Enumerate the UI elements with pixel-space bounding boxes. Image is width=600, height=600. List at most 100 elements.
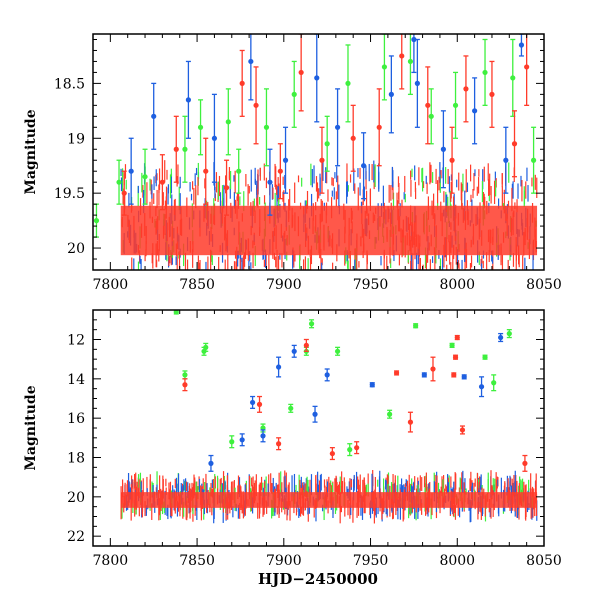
data-point	[347, 447, 353, 453]
data-point	[277, 168, 283, 174]
data-point	[449, 342, 455, 348]
x-tick-label: 8000	[439, 277, 475, 293]
data-point	[407, 419, 414, 425]
data-point	[116, 179, 122, 185]
data-point	[452, 102, 459, 108]
data-point	[239, 437, 245, 443]
data-point	[263, 124, 270, 130]
data-point	[203, 344, 209, 350]
y-tick-label: 19	[67, 131, 85, 147]
data-point	[253, 102, 259, 108]
data-point	[503, 157, 509, 163]
data-point	[506, 331, 512, 337]
y-tick-label: 20	[67, 241, 85, 257]
data-point	[182, 372, 188, 378]
data-point	[482, 69, 488, 76]
data-point	[185, 97, 192, 103]
data-point	[491, 380, 497, 386]
x-tick-label: 7850	[179, 553, 215, 569]
bottom-x-axis: 7800 7850 7900 7950 8000 8050	[92, 310, 562, 569]
y-tick-label: 18.5	[54, 76, 85, 92]
data-point	[282, 157, 289, 163]
data-point	[314, 75, 320, 81]
data-point	[211, 135, 218, 141]
x-tick-label: 7900	[266, 553, 302, 569]
data-point	[151, 113, 157, 119]
data-point	[361, 163, 367, 169]
y-tick-label: 14	[67, 372, 85, 388]
data-point	[208, 460, 214, 466]
data-point	[459, 427, 466, 433]
data-point	[381, 64, 388, 70]
data-point	[430, 366, 436, 372]
data-point	[334, 124, 341, 130]
data-point	[454, 334, 460, 341]
data-point	[425, 102, 431, 108]
top-panel-dense-band	[120, 160, 538, 270]
data-point	[334, 348, 341, 354]
data-point	[393, 370, 400, 376]
data-point	[159, 179, 165, 185]
data-point	[236, 168, 242, 174]
data-point	[128, 168, 134, 174]
data-point	[203, 168, 209, 174]
data-point	[530, 157, 537, 163]
x-tick-label: 8050	[526, 277, 562, 293]
data-point	[472, 108, 478, 114]
data-point	[369, 382, 375, 388]
data-point	[463, 86, 469, 92]
data-point	[518, 42, 525, 48]
data-point	[451, 372, 457, 378]
bottom-panel: 7800 7850 7900 7950 8000 8050 12 14 16 18 20 22 Ma…	[23, 309, 562, 588]
data-point	[376, 124, 382, 130]
data-point	[291, 348, 297, 354]
top-panel-points	[93, 34, 537, 238]
data-point	[498, 334, 504, 341]
data-point	[223, 185, 230, 191]
data-point	[93, 218, 100, 224]
data-point	[173, 146, 179, 152]
data-point	[478, 384, 485, 390]
bottom-panel-points	[173, 310, 528, 472]
bottom-y-axis: 12 14 16 18 20 22	[67, 309, 544, 547]
x-tick-label: 7950	[353, 553, 389, 569]
band-core	[120, 205, 538, 256]
x-tick-label: 7800	[93, 277, 129, 293]
y-tick-label: 22	[67, 529, 85, 545]
data-point	[329, 450, 335, 457]
data-point	[421, 372, 427, 378]
data-point	[319, 157, 325, 163]
y-tick-label: 16	[67, 411, 85, 427]
y-tick-label: 18	[67, 451, 85, 467]
data-point	[461, 374, 467, 380]
data-point	[387, 411, 393, 417]
x-tick-label: 7850	[179, 277, 215, 293]
data-point	[260, 425, 266, 431]
data-point	[249, 399, 256, 406]
y-tick-label: 12	[67, 333, 85, 349]
x-tick-label: 8000	[439, 553, 475, 569]
data-point	[312, 411, 318, 417]
data-point	[239, 80, 245, 86]
data-point	[414, 80, 420, 86]
bottom-x-axis-label: HJD−2450000	[258, 570, 378, 588]
data-point	[276, 441, 282, 447]
data-point	[524, 64, 530, 70]
data-point	[182, 382, 188, 388]
data-point	[267, 179, 273, 185]
top-y-axis: 18.5 19 19.5 20	[54, 38, 544, 271]
x-tick-label: 7800	[93, 553, 129, 569]
y-tick-label: 20	[67, 490, 85, 506]
x-tick-label: 7900	[266, 277, 302, 293]
y-tick-label: 19.5	[54, 186, 85, 202]
data-point	[324, 141, 330, 147]
data-point	[142, 174, 148, 180]
data-point	[522, 460, 528, 466]
bottom-panel-dense-band	[120, 470, 538, 524]
data-point	[182, 146, 188, 152]
data-point	[350, 135, 356, 141]
data-point	[288, 405, 294, 411]
data-point	[173, 310, 179, 315]
data-point	[256, 401, 263, 407]
